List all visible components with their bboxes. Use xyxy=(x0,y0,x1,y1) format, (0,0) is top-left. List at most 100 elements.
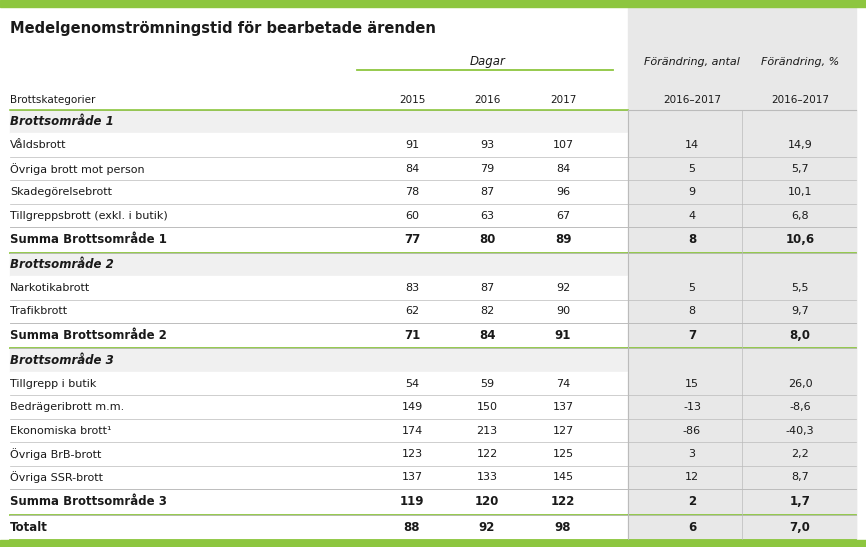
Text: 107: 107 xyxy=(553,140,573,150)
Text: Summa Brottsområde 2: Summa Brottsområde 2 xyxy=(10,329,167,342)
Text: Brottsområde 1: Brottsområde 1 xyxy=(10,115,113,128)
Bar xyxy=(628,348,856,372)
Text: 78: 78 xyxy=(405,187,419,197)
Bar xyxy=(10,276,628,300)
Text: 63: 63 xyxy=(480,211,494,220)
Bar xyxy=(628,253,856,276)
Text: 91: 91 xyxy=(405,140,419,150)
Text: 90: 90 xyxy=(556,306,570,316)
Bar xyxy=(10,443,628,465)
Bar xyxy=(628,372,856,395)
Text: 6,8: 6,8 xyxy=(792,211,809,220)
Text: 88: 88 xyxy=(404,521,420,534)
Text: 80: 80 xyxy=(479,234,495,247)
Text: 82: 82 xyxy=(480,306,494,316)
Text: Våldsbrott: Våldsbrott xyxy=(10,140,67,150)
Bar xyxy=(0,540,866,547)
Bar xyxy=(10,227,628,253)
Text: 213: 213 xyxy=(476,426,498,435)
Text: 137: 137 xyxy=(402,473,423,482)
Bar xyxy=(628,465,856,489)
Bar xyxy=(10,157,628,181)
Text: 1,7: 1,7 xyxy=(790,496,811,508)
Text: Summa Brottsområde 1: Summa Brottsområde 1 xyxy=(10,234,167,247)
Text: 8,7: 8,7 xyxy=(792,473,809,482)
Text: 5,5: 5,5 xyxy=(792,283,809,293)
Text: -13: -13 xyxy=(683,402,701,412)
Text: Brottsområde 2: Brottsområde 2 xyxy=(10,258,113,271)
Text: 74: 74 xyxy=(556,379,570,388)
Text: Ekonomiska brott¹: Ekonomiska brott¹ xyxy=(10,426,112,435)
Text: Brottskategorier: Brottskategorier xyxy=(10,95,95,105)
Text: Trafikbrott: Trafikbrott xyxy=(10,306,68,316)
Text: 6: 6 xyxy=(688,521,696,534)
Text: 7,0: 7,0 xyxy=(790,521,811,534)
Text: 5,7: 5,7 xyxy=(792,164,809,173)
Text: 3: 3 xyxy=(688,449,695,459)
Text: 2,2: 2,2 xyxy=(792,449,809,459)
Bar xyxy=(628,227,856,253)
Text: 150: 150 xyxy=(476,402,497,412)
Bar xyxy=(10,465,628,489)
Text: Dagar: Dagar xyxy=(469,55,506,68)
Text: 87: 87 xyxy=(480,283,494,293)
Text: 2: 2 xyxy=(688,496,696,508)
Bar xyxy=(10,133,628,157)
Bar xyxy=(628,489,856,515)
Bar xyxy=(628,157,856,181)
Text: 54: 54 xyxy=(405,379,419,388)
Text: 122: 122 xyxy=(551,496,575,508)
Text: 174: 174 xyxy=(401,426,423,435)
Text: Totalt: Totalt xyxy=(10,521,48,534)
Text: 5: 5 xyxy=(688,164,695,173)
Text: Brottsområde 3: Brottsområde 3 xyxy=(10,354,113,366)
Bar xyxy=(628,110,856,133)
Text: 26,0: 26,0 xyxy=(788,379,812,388)
Text: Bedrägeribrott m.m.: Bedrägeribrott m.m. xyxy=(10,402,124,412)
Bar xyxy=(628,443,856,465)
Text: 67: 67 xyxy=(556,211,570,220)
Text: Övriga BrB-brott: Övriga BrB-brott xyxy=(10,448,101,460)
Bar xyxy=(10,300,628,323)
Text: 7: 7 xyxy=(688,329,696,342)
Bar xyxy=(10,372,628,395)
Text: 84: 84 xyxy=(405,164,419,173)
Bar xyxy=(10,419,628,443)
Text: 92: 92 xyxy=(556,283,570,293)
Bar xyxy=(628,323,856,348)
Text: 9: 9 xyxy=(688,187,695,197)
Text: Skadegörelsebrott: Skadegörelsebrott xyxy=(10,187,112,197)
Text: 9,7: 9,7 xyxy=(792,306,809,316)
Text: 84: 84 xyxy=(556,164,570,173)
Text: 59: 59 xyxy=(480,379,494,388)
Bar xyxy=(0,0,866,7)
Text: 123: 123 xyxy=(402,449,423,459)
Text: 14,9: 14,9 xyxy=(787,140,812,150)
Text: Övriga SSR-brott: Övriga SSR-brott xyxy=(10,472,103,484)
Text: 91: 91 xyxy=(555,329,572,342)
Text: -8,6: -8,6 xyxy=(789,402,811,412)
Text: 98: 98 xyxy=(555,521,572,534)
Text: 137: 137 xyxy=(553,402,573,412)
Bar xyxy=(628,300,856,323)
Bar xyxy=(628,419,856,443)
Text: 92: 92 xyxy=(479,521,495,534)
Bar xyxy=(10,515,628,540)
Bar xyxy=(10,253,628,276)
Bar xyxy=(628,133,856,157)
Text: 8: 8 xyxy=(688,306,695,316)
Text: 83: 83 xyxy=(405,283,419,293)
Text: 60: 60 xyxy=(405,211,419,220)
Text: 2015: 2015 xyxy=(399,95,425,105)
Text: 4: 4 xyxy=(688,211,695,220)
Bar xyxy=(628,276,856,300)
Text: 122: 122 xyxy=(476,449,498,459)
Text: 77: 77 xyxy=(404,234,420,247)
Bar xyxy=(628,204,856,227)
Text: 8,0: 8,0 xyxy=(790,329,811,342)
Text: 79: 79 xyxy=(480,164,494,173)
Text: Tillgreppsbrott (exkl. i butik): Tillgreppsbrott (exkl. i butik) xyxy=(10,211,168,220)
Text: 120: 120 xyxy=(475,496,499,508)
Text: -86: -86 xyxy=(683,426,701,435)
Text: 149: 149 xyxy=(401,402,423,412)
